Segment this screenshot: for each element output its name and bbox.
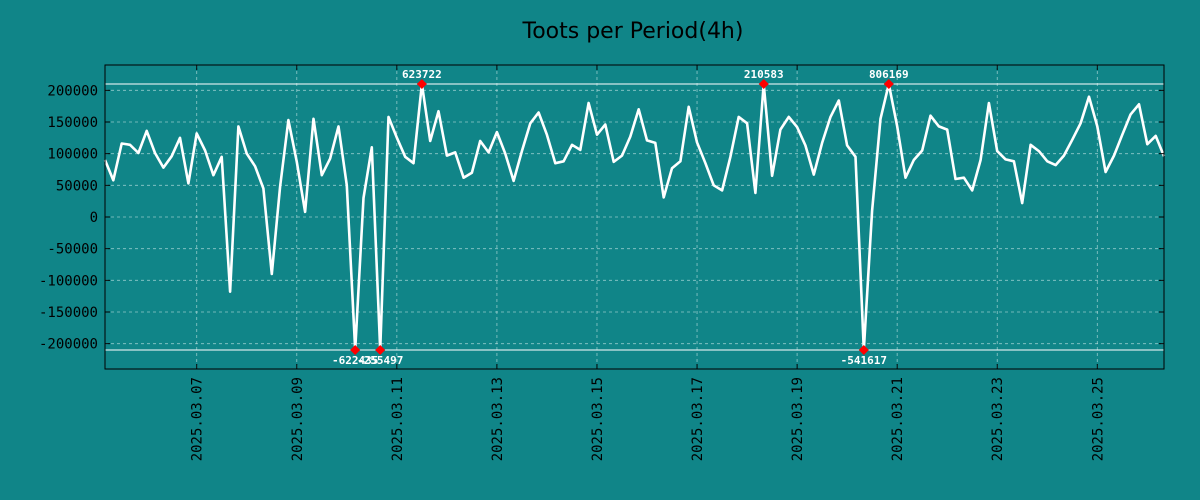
outlier-label: -255497 xyxy=(357,354,403,367)
y-tick-label: 150000 xyxy=(47,115,98,131)
x-tick-label: 2025.03.13 xyxy=(490,377,506,461)
y-tick-label: 100000 xyxy=(47,147,98,163)
x-tick-label: 2025.03.07 xyxy=(190,377,206,461)
chart-title: Toots per Period(4h) xyxy=(522,19,744,44)
y-tick-label: 50000 xyxy=(56,178,98,194)
x-tick-label: 2025.03.23 xyxy=(990,377,1006,461)
series-layer xyxy=(103,82,1166,352)
grid xyxy=(105,65,1164,369)
axes: 200000 150000 100000 50000 0 -50000 -100000 -15… xyxy=(39,65,1164,461)
markers: -622435-255497 623722 210583 -541617 806169 xyxy=(332,68,909,367)
y-tick-label: -100000 xyxy=(39,273,98,289)
outlier-marker xyxy=(375,345,386,355)
x-tick-label: 2025.03.25 xyxy=(1090,377,1106,461)
plot-frame xyxy=(104,64,1165,370)
clip-lines xyxy=(105,83,1164,351)
x-tick-label: 2025.03.11 xyxy=(390,377,406,461)
outlier-label: 806169 xyxy=(869,68,909,81)
x-tick-label: 2025.03.21 xyxy=(890,377,906,461)
series-line-toots xyxy=(103,82,1166,352)
x-tick-label: 2025.03.19 xyxy=(790,377,806,461)
y-tick-label: 200000 xyxy=(47,83,98,99)
outlier-marker xyxy=(858,345,869,355)
outlier-label: 210583 xyxy=(744,68,784,81)
outlier-marker xyxy=(758,79,769,89)
x-tick-label: 2025.03.17 xyxy=(690,377,706,461)
y-tick-label: -200000 xyxy=(39,337,98,353)
outlier-label: -622435 xyxy=(332,354,378,367)
outlier-marker xyxy=(416,79,427,89)
x-tick-label: 2025.03.09 xyxy=(290,377,306,461)
outlier-marker xyxy=(350,345,361,355)
x-tick-label: 2025.03.15 xyxy=(590,377,606,461)
outlier-label: 623722 xyxy=(402,68,442,81)
outlier-label: -541617 xyxy=(841,354,887,367)
outlier-marker xyxy=(883,79,894,89)
y-tick-label: -150000 xyxy=(39,305,98,321)
y-tick-label: -50000 xyxy=(47,242,98,258)
y-tick-label: 0 xyxy=(90,210,98,226)
